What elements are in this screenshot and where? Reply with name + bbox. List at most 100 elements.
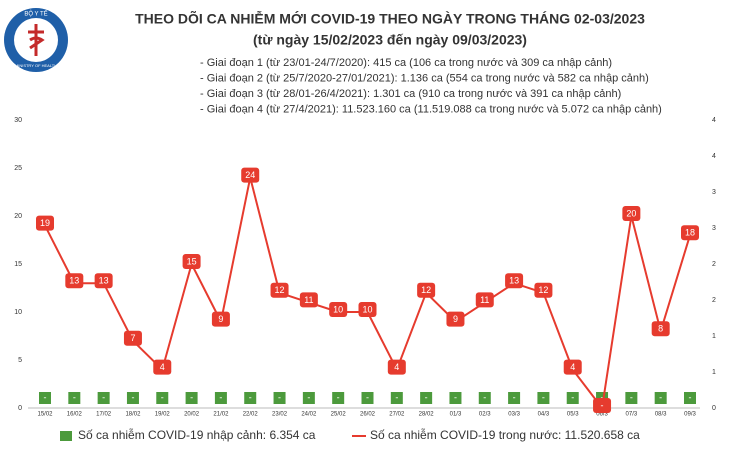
data-label: -	[513, 392, 516, 402]
data-label: 12	[275, 285, 285, 295]
x-tick-label: 20/02	[184, 412, 200, 418]
data-label: 15	[187, 256, 197, 266]
logo: BỘ Y TẾ MINISTRY OF HEALTH	[4, 8, 68, 72]
legend-label: Số ca nhiễm COVID-19 nhập cảnh: 6.354 ca	[78, 427, 316, 442]
marker	[508, 392, 521, 404]
data-label: 12	[538, 285, 548, 295]
data-label: 20	[626, 208, 636, 218]
marker	[654, 392, 667, 404]
y2-tick-label: 3	[712, 225, 716, 232]
data-label-box	[681, 225, 699, 241]
data-label: 11	[480, 295, 489, 305]
x-tick-label: 22/02	[243, 412, 259, 418]
data-label: 9	[453, 314, 458, 324]
data-label: -	[219, 392, 222, 402]
y2-tick-label: 1	[712, 369, 716, 376]
marker	[273, 392, 286, 404]
marker	[97, 392, 110, 404]
data-label-box	[446, 311, 465, 327]
data-label: -	[483, 392, 486, 402]
y-tick-label: 5	[18, 357, 22, 364]
marker	[244, 392, 257, 404]
logo-text: BỘ Y TẾ	[24, 11, 47, 18]
data-label: -	[102, 392, 105, 402]
data-label-box	[329, 302, 348, 317]
data-label-box	[505, 273, 524, 289]
marker	[566, 392, 579, 404]
data-label: -	[571, 392, 574, 402]
data-label-box	[182, 254, 201, 269]
x-tick-label: 07/3	[626, 412, 638, 418]
x-tick-label: 16/02	[67, 412, 83, 418]
x-tick-label: 06/3	[596, 412, 608, 418]
y2-tick-label: 2	[712, 297, 716, 304]
data-label: -	[659, 392, 662, 402]
x-tick-label: 19/02	[155, 412, 171, 418]
y2-tick-label: 1	[712, 333, 716, 340]
marker	[185, 392, 198, 404]
data-label: 10	[333, 304, 343, 314]
y2-tick-label: 4	[712, 117, 716, 124]
x-tick-label: 21/02	[213, 412, 229, 418]
data-label: 10	[362, 304, 372, 314]
data-label: -	[161, 392, 164, 402]
data-label-box	[475, 292, 494, 308]
marker	[537, 392, 550, 404]
x-tick-label: 15/02	[37, 412, 53, 418]
data-label: -	[337, 392, 340, 402]
data-label: -	[307, 392, 310, 402]
marker	[361, 392, 374, 404]
data-label: 13	[99, 276, 109, 286]
marker	[625, 392, 638, 404]
data-label-box	[622, 206, 641, 221]
data-label: 9	[218, 314, 223, 324]
x-tick-label: 04/3	[538, 412, 550, 418]
data-label-box	[358, 302, 377, 317]
annotation: - Giai đoạn 3 (từ 28/01-26/4/2021): 1.30…	[200, 88, 621, 100]
y2-tick-label: 2	[712, 261, 716, 268]
data-label: -	[454, 392, 457, 402]
data-label-box	[241, 167, 260, 183]
data-label-box	[299, 292, 318, 308]
marker	[332, 392, 345, 404]
chart-title: THEO DÕI CA NHIỄM MỚI COVID-19 THEO NGÀY…	[135, 10, 645, 27]
data-label: 8	[658, 324, 663, 334]
marker	[390, 392, 403, 404]
line	[44, 177, 691, 411]
data-label: 13	[69, 276, 79, 286]
data-label-box	[123, 330, 142, 346]
annotation: - Giai đoạn 4 (từ 27/4/2021): 11.523.160…	[200, 103, 662, 115]
data-label: -	[425, 392, 428, 402]
legend-swatch	[60, 431, 72, 441]
logo-text: MINISTRY OF HEALTH	[15, 63, 57, 68]
data-label: 11	[304, 295, 313, 305]
y-tick-label: 0	[18, 405, 22, 412]
x-tick-label: 25/02	[331, 412, 347, 418]
marker	[68, 392, 81, 404]
data-label-box	[270, 282, 289, 298]
data-label-box	[65, 273, 84, 289]
data-label-box	[417, 282, 436, 298]
logo-symbol	[28, 24, 45, 56]
marker	[449, 392, 462, 404]
data-label: 24	[245, 170, 255, 180]
marker	[126, 392, 139, 404]
data-label: 4	[394, 362, 399, 372]
data-label-box	[387, 359, 406, 375]
data-label-box	[153, 359, 172, 375]
data-label: -	[601, 392, 604, 402]
y2-tick-label: 0	[712, 405, 716, 412]
data-label: -	[44, 392, 47, 402]
data-label: 7	[130, 333, 135, 343]
marker	[684, 392, 696, 404]
data-label: -	[542, 392, 545, 402]
data-label: -	[131, 392, 134, 402]
x-tick-label: 27/02	[389, 412, 405, 418]
data-label-box	[563, 359, 582, 375]
y-tick-label: 30	[14, 117, 22, 124]
marker	[420, 392, 433, 404]
data-label-box	[593, 398, 612, 413]
data-label: -	[689, 392, 692, 402]
